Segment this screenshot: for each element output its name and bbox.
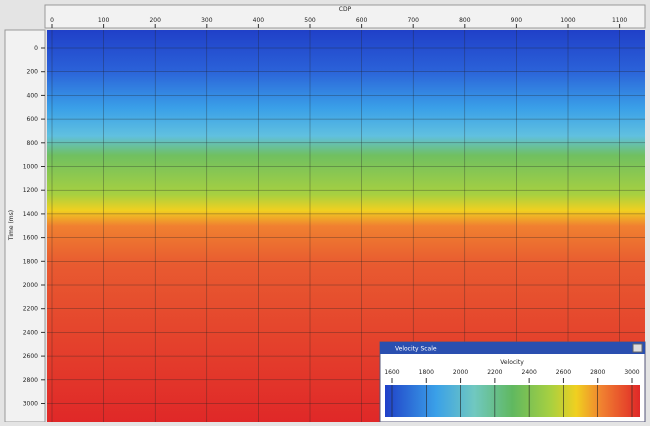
top-tick-label: 100 bbox=[98, 17, 110, 24]
window-title: Velocity Scale bbox=[395, 346, 437, 353]
velocity-scale-window[interactable]: Velocity Scale Velocity 1600 1800 2000 2200… bbox=[380, 342, 645, 422]
left-tick-label: 3000 bbox=[23, 401, 38, 408]
top-tick-label: 800 bbox=[459, 17, 471, 24]
left-axis-title: Time (ms) bbox=[8, 210, 15, 241]
scale-tick-label: 1600 bbox=[384, 369, 399, 376]
scale-tick-label: 2400 bbox=[522, 369, 537, 376]
top-tick-label: 700 bbox=[407, 17, 419, 24]
left-tick-label: 0 bbox=[34, 45, 38, 52]
left-tick-label: 1200 bbox=[23, 187, 38, 194]
top-tick-label: 0 bbox=[50, 17, 54, 24]
left-tick-label: 1000 bbox=[23, 164, 38, 171]
scale-tick-label: 2800 bbox=[590, 369, 605, 376]
top-tick-label: 1100 bbox=[612, 17, 627, 24]
scale-tick-label: 1800 bbox=[419, 369, 434, 376]
left-tick-label: 2800 bbox=[23, 377, 38, 384]
top-tick-label: 600 bbox=[356, 17, 368, 24]
close-button[interactable] bbox=[633, 344, 642, 352]
top-tick-label: 900 bbox=[511, 17, 523, 24]
left-tick-label: 2400 bbox=[23, 329, 38, 336]
scale-tick-label: 2000 bbox=[453, 369, 468, 376]
scale-label: Velocity bbox=[500, 359, 524, 366]
left-tick-label: 2600 bbox=[23, 353, 38, 360]
left-tick-label: 2000 bbox=[23, 282, 38, 289]
left-tick-label: 400 bbox=[27, 92, 39, 99]
left-tick-label: 2200 bbox=[23, 306, 38, 313]
color-bar bbox=[385, 385, 640, 417]
left-tick-label: 1400 bbox=[23, 211, 38, 218]
left-tick-label: 1800 bbox=[23, 258, 38, 265]
top-tick-label: 300 bbox=[201, 17, 213, 24]
scale-tick-label: 2200 bbox=[487, 369, 502, 376]
scale-tick-label: 2600 bbox=[556, 369, 571, 376]
left-tick-label: 1600 bbox=[23, 235, 38, 242]
top-tick-label: 400 bbox=[253, 17, 265, 24]
seismic-velocity-view: CDP Time (ms) 0 100 200 300 400 500 600 700 800 9… bbox=[0, 0, 650, 422]
top-tick-label: 500 bbox=[304, 17, 316, 24]
top-axis-title: CDP bbox=[339, 6, 352, 13]
top-tick-label: 1000 bbox=[560, 17, 575, 24]
top-tick-label: 200 bbox=[149, 17, 161, 24]
left-tick-label: 600 bbox=[27, 116, 39, 123]
left-tick-label: 800 bbox=[27, 140, 39, 147]
left-tick-label: 200 bbox=[27, 69, 39, 76]
scale-tick-label: 3000 bbox=[624, 369, 639, 376]
